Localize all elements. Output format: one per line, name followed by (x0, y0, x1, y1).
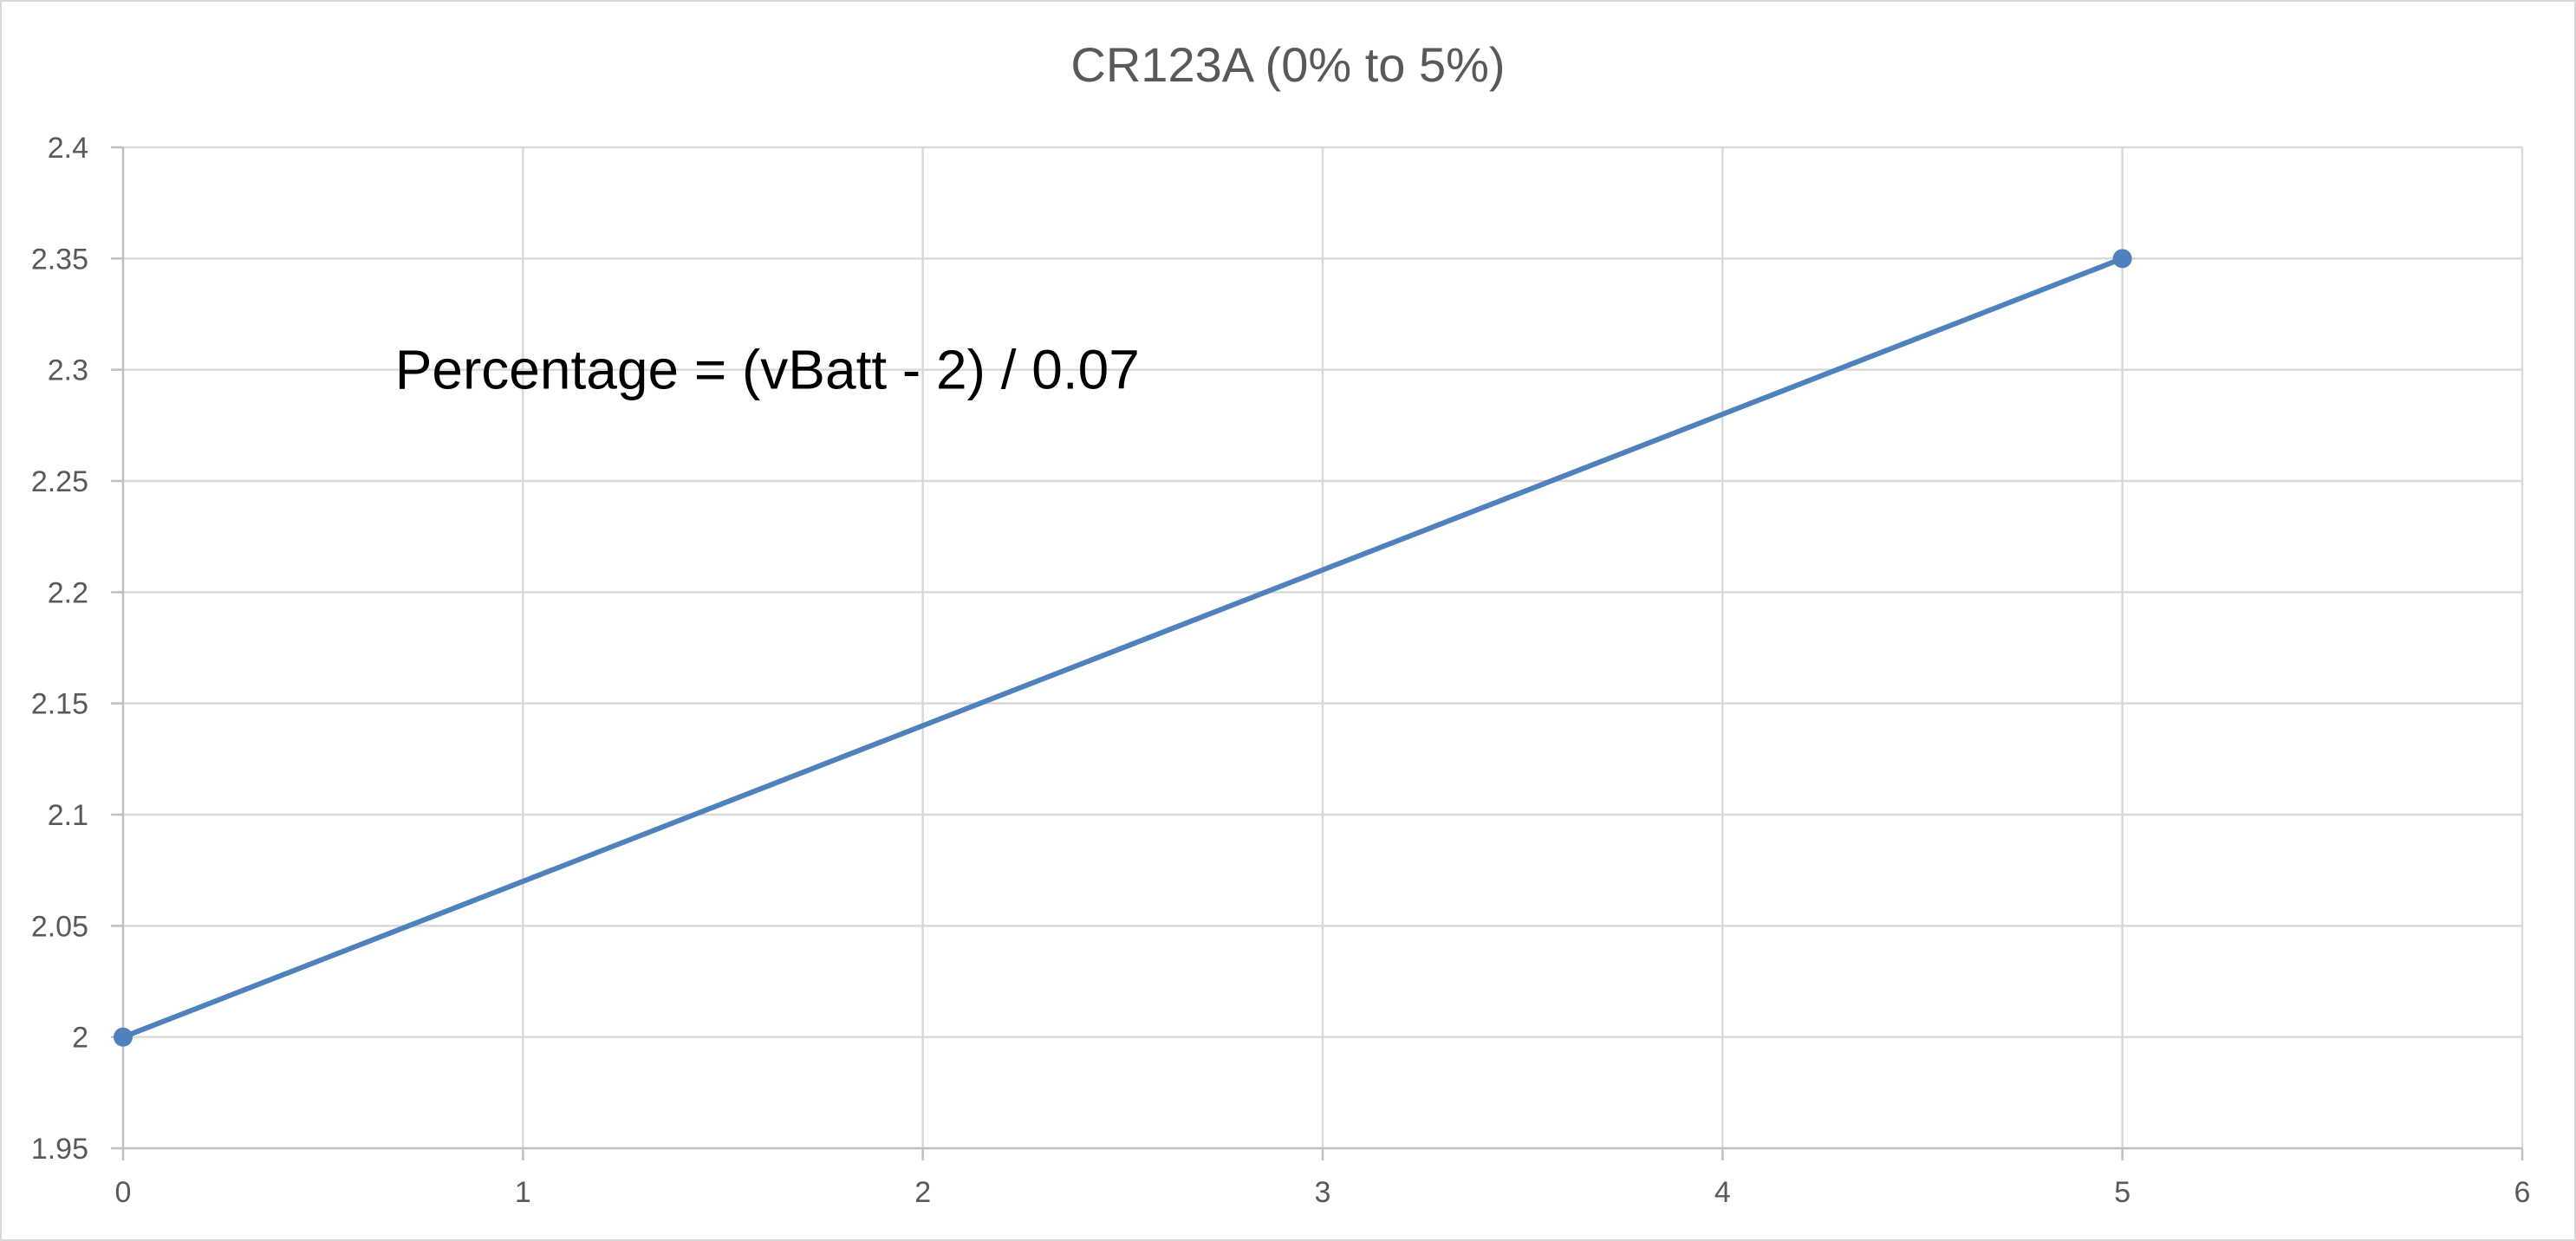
x-tick-label: 4 (1714, 1176, 1731, 1209)
x-tick-label: 3 (1315, 1176, 1331, 1209)
series (114, 249, 2132, 1047)
x-tick-label: 0 (115, 1176, 132, 1209)
axes (111, 146, 2524, 1160)
data-point (2112, 249, 2132, 269)
y-tick-label: 2.4 (48, 132, 88, 165)
tick-labels: 1.95 2 2.05 2.1 2.15 2.2 2.25 2.3 2.35 2.4 0 1 2 3 4 5 6 (31, 132, 2531, 1209)
y-tick-label: 2.05 (31, 910, 88, 943)
y-tick-label: 2.25 (31, 465, 88, 498)
y-tick-label: 2.3 (48, 354, 88, 387)
y-tick-label: 2.15 (31, 688, 88, 721)
grid (123, 146, 2524, 1148)
x-tick-label: 2 (914, 1176, 931, 1209)
x-tick-label: 1 (515, 1176, 531, 1209)
data-point (114, 1027, 133, 1047)
y-tick-label: 2 (72, 1022, 88, 1055)
chart-title: CR123A (0% to 5%) (1070, 37, 1505, 92)
x-tick-label: 6 (2514, 1176, 2531, 1209)
y-tick-label: 1.95 (31, 1133, 88, 1166)
y-tick-label: 2.1 (48, 799, 88, 832)
annotations: Percentage = (vBatt - 2) / 0.07 (395, 339, 1140, 401)
formula-annotation: Percentage = (vBatt - 2) / 0.07 (395, 339, 1140, 401)
y-tick-label: 2.2 (48, 576, 88, 609)
x-tick-label: 5 (2114, 1176, 2130, 1209)
series-line (120, 256, 2125, 1040)
y-tick-label: 2.35 (31, 243, 88, 276)
